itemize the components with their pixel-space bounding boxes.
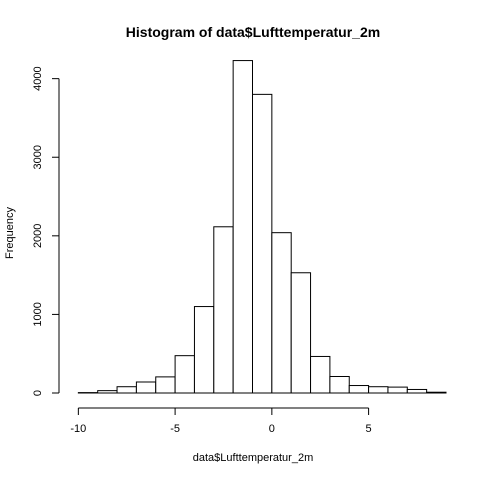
histogram-bar bbox=[135, 381, 157, 394]
y-tick-label: 4000 bbox=[32, 66, 44, 90]
y-tick-label: 2000 bbox=[32, 224, 44, 248]
x-tick-label: 0 bbox=[269, 423, 275, 435]
histogram-bar bbox=[193, 306, 215, 394]
y-tick-label: 0 bbox=[32, 390, 44, 396]
histogram-bar bbox=[310, 355, 331, 394]
histogram-bar bbox=[329, 375, 350, 394]
histogram-bar bbox=[426, 391, 447, 394]
histogram-bar bbox=[116, 386, 137, 394]
histogram-bar bbox=[155, 376, 176, 394]
y-axis-label: Frequency bbox=[4, 207, 16, 259]
histogram-bar bbox=[97, 390, 118, 394]
histogram-bar bbox=[387, 386, 408, 394]
x-tick-label: -5 bbox=[170, 423, 180, 435]
histogram-bar bbox=[368, 386, 389, 394]
x-axis: -10 -5 0 5 bbox=[70, 407, 372, 435]
histogram-bar bbox=[174, 355, 195, 394]
y-axis: 0 1000 2000 3000 4000 bbox=[32, 66, 60, 396]
x-tick-label: 5 bbox=[366, 423, 372, 435]
y-tick-label: 3000 bbox=[32, 145, 44, 169]
x-axis-label: data$Lufttemperatur_2m bbox=[193, 452, 313, 464]
histogram-bar bbox=[252, 93, 273, 394]
chart-title: Histogram of data$Lufttemperatur_2m bbox=[126, 24, 380, 40]
bars-group bbox=[77, 60, 447, 394]
y-tick-label: 1000 bbox=[32, 302, 44, 326]
histogram-bar bbox=[348, 385, 370, 394]
histogram-bar bbox=[290, 272, 312, 394]
x-tick-label: -10 bbox=[70, 423, 86, 435]
histogram-bar bbox=[271, 232, 292, 394]
histogram-bar bbox=[406, 388, 428, 394]
histogram-bar bbox=[213, 226, 234, 394]
histogram-bar bbox=[232, 60, 253, 394]
